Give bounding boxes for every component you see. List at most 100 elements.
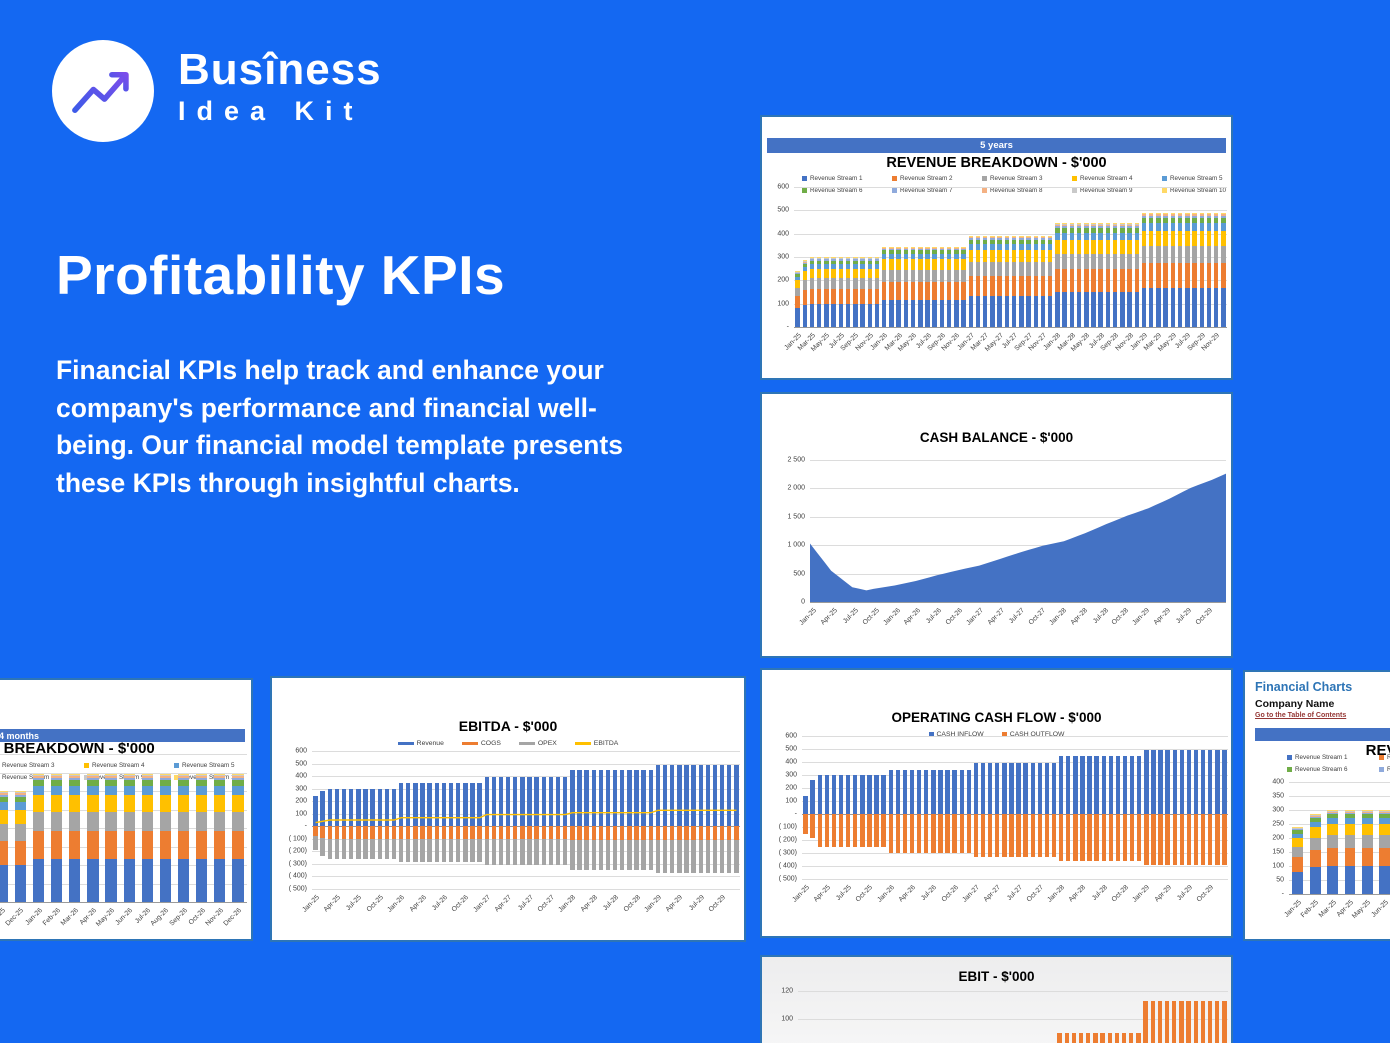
bar-segment (1127, 253, 1132, 270)
x-axis-label: Jun-26 (114, 907, 135, 927)
bar-segment (441, 838, 447, 863)
gridline (802, 801, 1228, 802)
bar-segment (931, 769, 936, 814)
revenue-breakdown-5y-chart: 600 500 400 300 200 100 - Jan-25 Mar-25 May-25 Jul… (762, 117, 1231, 378)
bar-segment (860, 264, 865, 269)
bar-segment (946, 247, 952, 249)
bar-segment (570, 770, 575, 827)
bar-segment (1292, 828, 1304, 830)
bar-segment (491, 777, 497, 827)
panel-ebit: EBIT - $'000 12010080 (760, 955, 1233, 1043)
x-axis-label: Jul-27 (1005, 884, 1024, 903)
legend-item: Revenue Stream 3 (0, 762, 84, 769)
bar-segment (889, 247, 894, 249)
brand-name: Busîness Idea Kit (178, 48, 382, 125)
bar-segment (1179, 750, 1185, 814)
bar-segment (69, 786, 81, 795)
bar-segment (1170, 213, 1176, 215)
bar-segment (463, 826, 468, 839)
bar-segment (939, 248, 945, 250)
legend-item: Revenue Stream 7 (892, 187, 982, 194)
bar-segment (391, 826, 397, 839)
bar-segment (817, 259, 822, 261)
bar-segment (1134, 292, 1140, 327)
bar-segment (377, 788, 382, 827)
bar-segment (1121, 1033, 1127, 1043)
bar-segment (232, 794, 244, 812)
bar-segment (69, 779, 81, 787)
bar-segment (648, 826, 654, 841)
bar-segment (334, 838, 340, 859)
bar-segment (232, 775, 244, 777)
bar-segment (1084, 223, 1089, 225)
y-axis-label: ( 500) (288, 885, 307, 893)
y-axis-label: 400 (1272, 778, 1284, 786)
bar-segment (1016, 762, 1021, 814)
bar-segment (1379, 814, 1390, 819)
bar-segment (51, 858, 63, 902)
bar-segment (1327, 847, 1338, 866)
bar-segment (32, 779, 45, 787)
bar-segment (860, 775, 865, 814)
bar-segment (1361, 835, 1373, 848)
bar-segment (1129, 814, 1135, 861)
bar-segment (1309, 818, 1321, 823)
bar-segment (874, 264, 880, 269)
gridline (810, 488, 1226, 490)
bar-segment (896, 270, 901, 283)
bar-segment (881, 299, 887, 327)
bar-segment (1327, 810, 1338, 812)
bar-segment (845, 775, 851, 814)
table-of-contents-link[interactable]: Go to the Table of Contents (1255, 712, 1347, 719)
bar-segment (87, 776, 99, 778)
legend-label: CASH OUTFLOW (1009, 731, 1065, 738)
bar-segment (909, 769, 915, 814)
gridline (794, 233, 1227, 235)
bar-segment (997, 276, 1002, 296)
bar-segment (1327, 810, 1338, 811)
bar-segment (232, 830, 244, 859)
legend-swatch (518, 742, 535, 745)
bar-segment (831, 259, 836, 261)
bar-segment (881, 814, 886, 847)
bar-segment (1213, 215, 1219, 218)
bar-segment (997, 262, 1002, 277)
bar-segment (1193, 814, 1199, 865)
bar-segment (1055, 225, 1060, 228)
bar-segment (1156, 215, 1161, 218)
bar-segment (946, 299, 952, 327)
bar-segment (952, 769, 957, 814)
bar-segment (105, 794, 117, 812)
bar-segment (824, 259, 829, 261)
bar-segment (954, 253, 959, 260)
bar-segment (734, 840, 739, 873)
bar-segment (87, 774, 99, 776)
bar-segment (177, 858, 190, 902)
bar-segment (1344, 812, 1356, 815)
plot-area: 600 500 400 300 200 100 - ( 100) ( 200) ( 300) ( 4… (779, 733, 1228, 904)
x-axis-label: Oct-25 (855, 884, 875, 904)
bar-segment (1158, 814, 1163, 865)
x-axis-label: Jan-29 (1131, 884, 1152, 904)
bar-segment (1379, 847, 1390, 866)
bar-segment (1379, 810, 1390, 811)
x-axis-label: Jul-28 (1090, 884, 1109, 903)
bar-segment (968, 244, 974, 251)
bar-segment (0, 802, 8, 810)
bar-segment (1112, 225, 1118, 228)
bar-segment (1069, 223, 1075, 224)
bar-segment (1062, 253, 1067, 270)
bar-segment (1127, 292, 1132, 327)
bar-segment (874, 258, 880, 260)
legend-swatch (174, 775, 179, 780)
bar-segment (968, 236, 974, 238)
x-axis-label: Jun-25 (1370, 899, 1390, 919)
x-axis-label: Jul-29 (687, 894, 706, 913)
bar-segment (32, 794, 45, 812)
bar-segment (817, 257, 822, 258)
bar-segment (853, 258, 858, 260)
bar-segment (874, 260, 880, 264)
bar-segment (881, 259, 887, 271)
bar-segment (990, 244, 995, 251)
bar-segment (810, 814, 815, 839)
